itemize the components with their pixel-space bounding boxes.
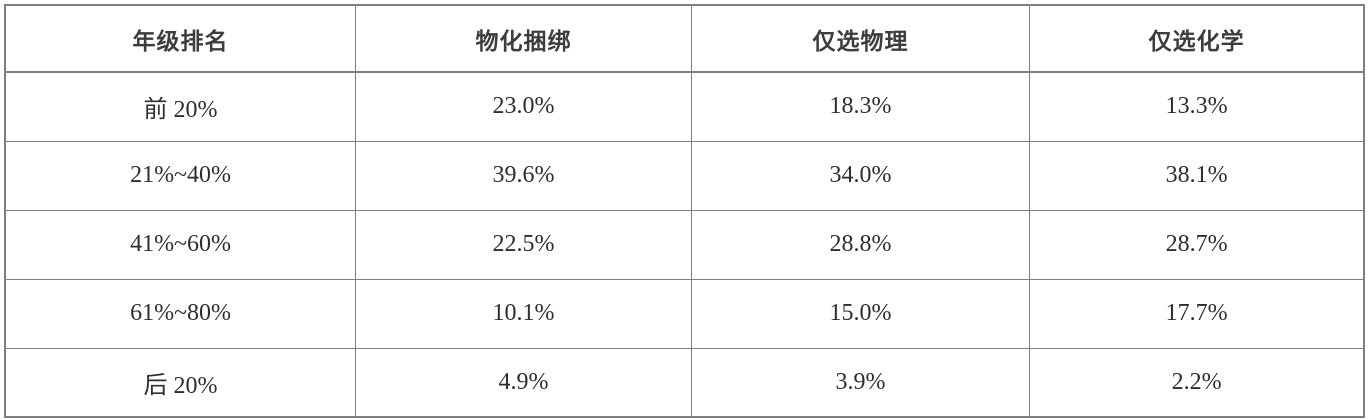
table-header-row: 年级排名 物化捆绑 仅选物理 仅选化学 [4,4,1365,73]
value-cell: 18.3% [690,71,1031,142]
rank-cell: 61%~80% [4,278,357,349]
rank-cell: 41%~60% [4,209,357,280]
value-cell: 22.5% [355,209,692,280]
value-cell: 4.9% [355,347,692,418]
header-cell-rank: 年级排名 [4,4,357,73]
table-row: 前 20% 23.0% 18.3% 13.3% [4,71,1365,142]
table-row: 41%~60% 22.5% 28.8% 28.7% [4,209,1365,280]
value-cell: 28.7% [1029,209,1365,280]
value-cell: 38.1% [1029,140,1365,211]
rank-distribution-table: 年级排名 物化捆绑 仅选物理 仅选化学 前 20% 23.0% 18.3% 13… [4,4,1365,418]
header-cell-chem-only: 仅选化学 [1029,4,1365,73]
table-row: 后 20% 4.9% 3.9% 2.2% [4,347,1365,418]
table-row: 61%~80% 10.1% 15.0% 17.7% [4,278,1365,349]
value-cell: 23.0% [355,71,692,142]
table-row: 21%~40% 39.6% 34.0% 38.1% [4,140,1365,211]
header-cell-phys-only: 仅选物理 [690,4,1031,73]
value-cell: 2.2% [1029,347,1365,418]
value-cell: 13.3% [1029,71,1365,142]
value-cell: 34.0% [690,140,1031,211]
value-cell: 15.0% [690,278,1031,349]
value-cell: 10.1% [355,278,692,349]
value-cell: 28.8% [690,209,1031,280]
value-cell: 3.9% [690,347,1031,418]
value-cell: 17.7% [1029,278,1365,349]
rank-cell: 21%~40% [4,140,357,211]
value-cell: 39.6% [355,140,692,211]
header-cell-phys-chem: 物化捆绑 [355,4,692,73]
rank-cell: 后 20% [4,347,357,418]
rank-cell: 前 20% [4,71,357,142]
